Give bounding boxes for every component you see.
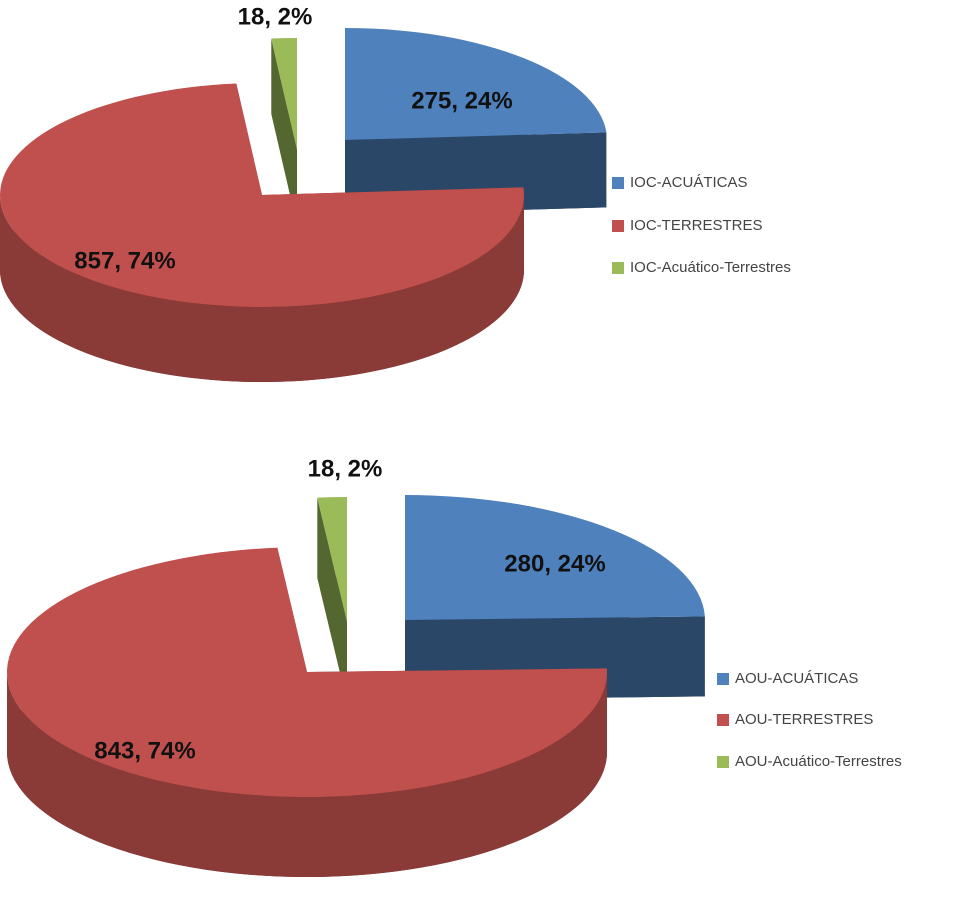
slice	[345, 28, 607, 140]
data-label: 275, 24%	[411, 87, 512, 114]
pie-tops	[0, 28, 607, 307]
data-label: 280, 24%	[504, 550, 605, 577]
data-label: 18, 2%	[238, 3, 313, 30]
slice	[271, 38, 297, 150]
data-label: 18, 2%	[308, 455, 383, 482]
legend-label: IOC-ACUÁTICAS	[630, 174, 748, 191]
slice-side	[0, 195, 524, 382]
slice	[405, 495, 705, 620]
pie-tops	[7, 495, 705, 797]
legend-swatch	[717, 756, 729, 768]
slice-side	[7, 672, 607, 877]
legend-swatch	[717, 673, 729, 685]
legend-swatch	[717, 714, 729, 726]
slice-wall	[317, 497, 347, 702]
legend-label: IOC-TERRESTRES	[630, 217, 763, 234]
legend-swatch	[612, 177, 624, 189]
legend-label: AOU-Acuático-Terrestres	[735, 753, 902, 770]
data-label: 843, 74%	[94, 737, 195, 764]
legend-label: AOU-ACUÁTICAS	[735, 670, 858, 687]
slice	[317, 497, 347, 622]
slice	[7, 547, 608, 797]
legend-swatch	[612, 262, 624, 274]
slice	[0, 83, 524, 307]
legend-swatch	[612, 220, 624, 232]
legend-label: IOC-Acuático-Terrestres	[630, 259, 791, 276]
slice-wall	[271, 38, 297, 226]
data-label: 857, 74%	[74, 247, 175, 274]
legend-label: AOU-TERRESTRES	[735, 711, 873, 728]
